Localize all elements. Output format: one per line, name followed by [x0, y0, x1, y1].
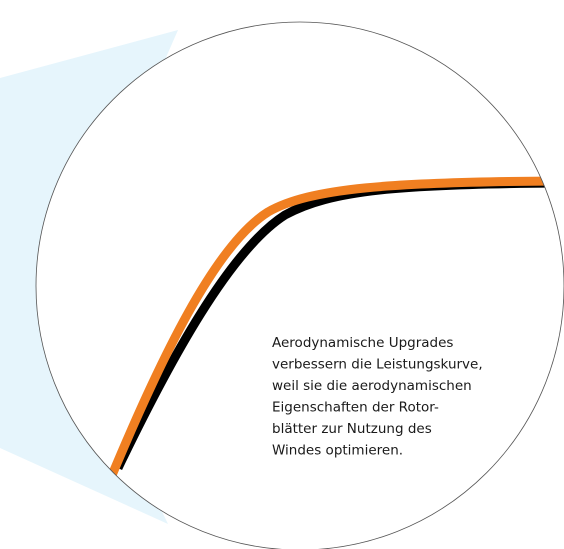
zoom-cone: [0, 30, 178, 524]
note: Aerodynamische Upgrades verbessern die Le…: [272, 335, 483, 459]
note-line: Aerodynamische Upgrades: [272, 335, 453, 351]
note-line: Eigenschaften der Rotor-: [272, 400, 439, 416]
note-line: weil sie die aerodynamischen: [272, 378, 472, 394]
curves: [105, 176, 561, 482]
note-line: Windes optimieren.: [272, 443, 403, 459]
lens-fill: [36, 22, 564, 549]
note-line: blätter zur Nutzung des: [272, 421, 432, 437]
lens-outline: [35, 21, 564, 549]
note-line: verbessern die Leistungskurve,: [272, 357, 483, 373]
upgraded-curve: [105, 176, 561, 482]
